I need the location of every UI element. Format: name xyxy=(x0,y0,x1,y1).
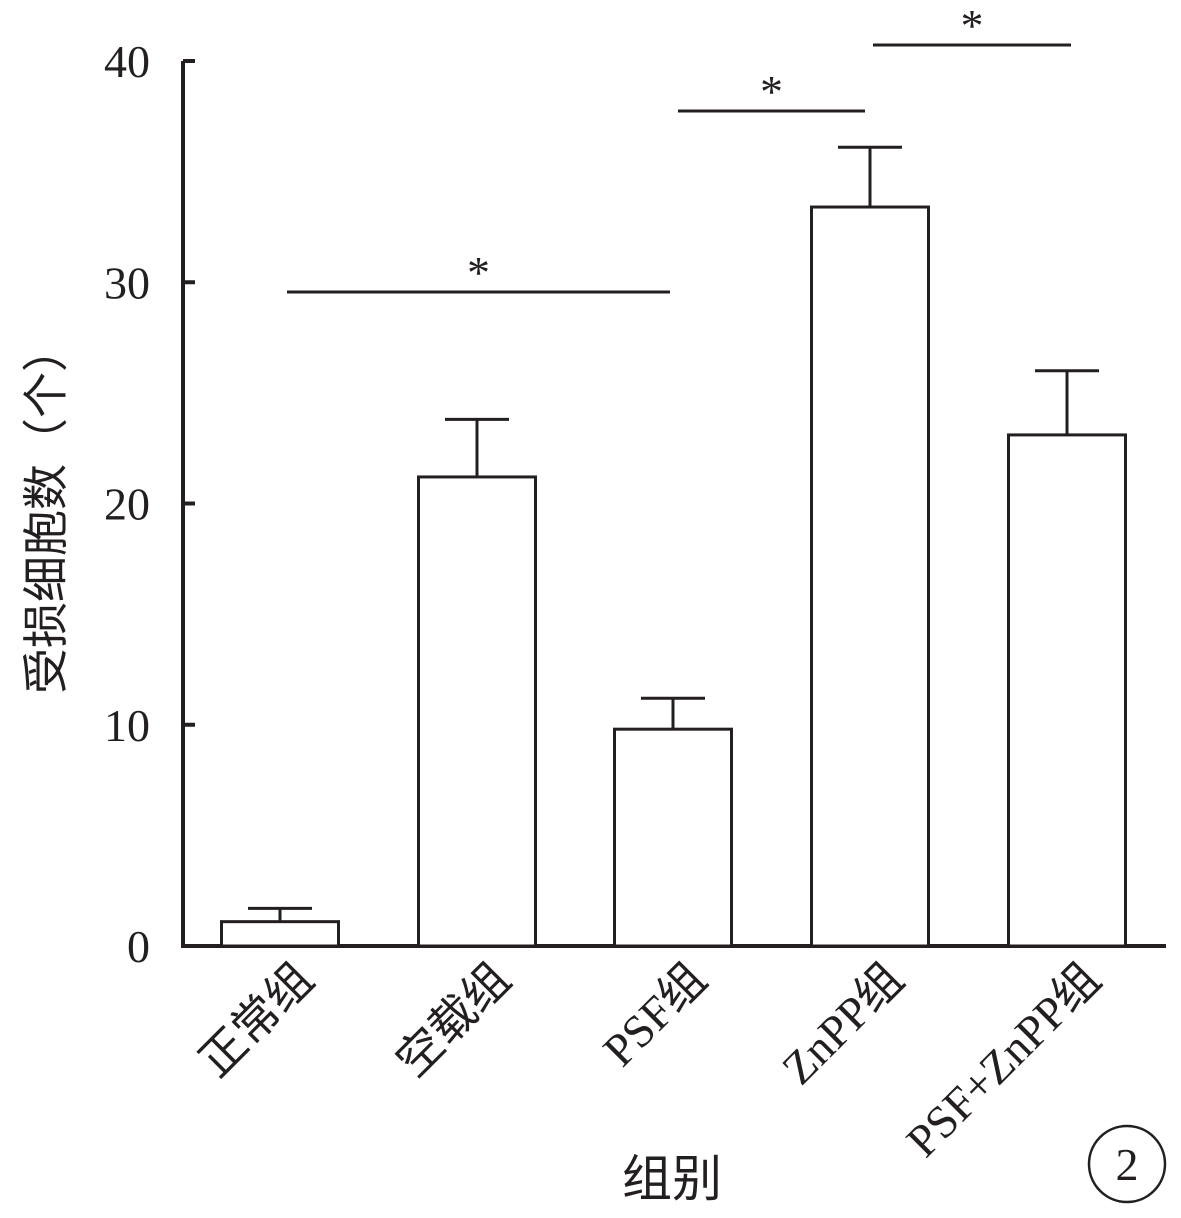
x-tick-label: ZnPP组 xyxy=(772,953,913,1094)
x-tick-label: 正常组 xyxy=(189,953,323,1087)
y-tick-label: 0 xyxy=(127,921,150,972)
bar xyxy=(613,727,733,948)
bar xyxy=(417,475,537,948)
y-tick-label: 20 xyxy=(104,479,150,530)
significance-marker: * xyxy=(760,66,783,117)
y-tick-label: 10 xyxy=(104,700,150,751)
panel-badge: 2 xyxy=(1087,1124,1167,1204)
x-tick-label: PSF+ZnPP组 xyxy=(897,953,1111,1167)
y-tick-label: 30 xyxy=(104,257,150,308)
y-axis-label: 受损细胞数（个） xyxy=(21,326,72,694)
bar xyxy=(220,920,340,948)
panel-label: 2 xyxy=(1116,1139,1139,1190)
x-axis-label: 组别 xyxy=(622,1151,722,1207)
x-tick-label: PSF组 xyxy=(593,953,716,1076)
bars xyxy=(220,145,1127,948)
bar xyxy=(1007,433,1127,948)
significance-brackets: * * * xyxy=(287,0,1071,298)
bar xyxy=(810,205,930,948)
significance-marker: * xyxy=(467,247,490,298)
panel-badge-circle xyxy=(1087,1124,1167,1204)
y-tick-label: 40 xyxy=(104,36,150,87)
significance-marker: * xyxy=(961,0,984,51)
x-tick-label: 空载组 xyxy=(386,953,520,1087)
